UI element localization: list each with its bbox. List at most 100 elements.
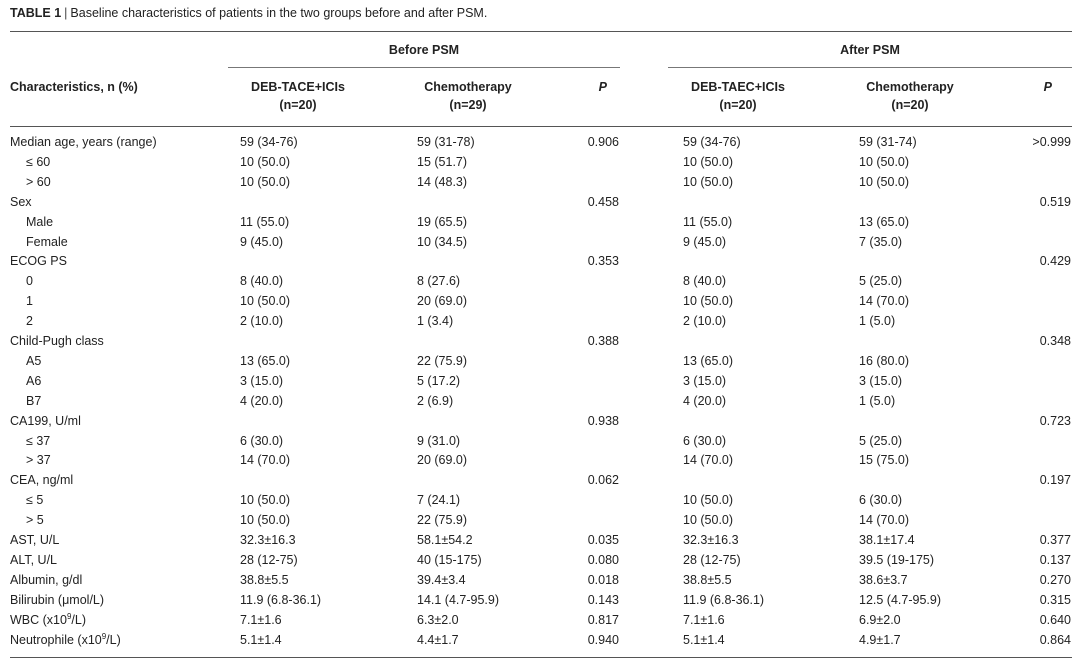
cell-after-deb-taec: 2 (10.0) <box>683 314 727 328</box>
cell-after-chemo: 6.9±2.0 <box>859 613 901 627</box>
cell-after-deb-taec: 10 (50.0) <box>683 513 734 527</box>
cell-before-chemo: 8 (27.6) <box>417 274 461 288</box>
row-label: CEA, ng/ml <box>10 473 73 488</box>
cell-before-chemo: 5 (17.2) <box>417 374 461 388</box>
cell-before-p: 0.940 <box>587 633 619 647</box>
cell-before-chemo: 2 (6.9) <box>417 394 454 408</box>
cell-before-deb-tace: 10 (50.0) <box>240 294 291 308</box>
cell-before-p: 0.035 <box>587 533 619 547</box>
cell-before-chemo: 1 (3.4) <box>417 314 454 328</box>
row-label: CA199, U/ml <box>10 414 81 429</box>
row-label: ≤ 37 <box>26 434 50 449</box>
cell-before-deb-tace: 8 (40.0) <box>240 274 284 288</box>
row-label-superscript: 9 <box>66 611 72 621</box>
row-label: B7 <box>26 394 41 409</box>
cell-after-deb-taec: 9 (45.0) <box>683 235 727 249</box>
cell-after-chemo: 1 (5.0) <box>859 314 896 328</box>
cell-after-chemo: 5 (25.0) <box>859 434 903 448</box>
cell-before-p: 0.906 <box>587 135 619 149</box>
row-label-text: 2 <box>26 314 33 328</box>
table-caption: Baseline characteristics of patients in … <box>70 6 488 20</box>
row-label: Bilirubin (μmol/L) <box>10 593 104 608</box>
cell-after-chemo: 12.5 (4.7-95.9) <box>859 593 941 607</box>
row-label-text: ALT, U/L <box>10 553 58 567</box>
row-label-text: 1 <box>26 294 33 308</box>
cell-after-p: 0.197 <box>1039 473 1071 487</box>
cell-after-p: 0.723 <box>1039 414 1071 428</box>
bottom-rule <box>10 657 1072 658</box>
row-label: AST, U/L <box>10 533 59 548</box>
cell-before-chemo: 40 (15-175) <box>417 553 482 567</box>
cell-before-deb-tace: 11 (55.0) <box>240 215 290 229</box>
group-after-psm: After PSM <box>840 43 900 57</box>
title-separator: | <box>64 6 68 20</box>
col-after-chemo: Chemotherapy (n=20) <box>842 80 978 113</box>
row-label: > 37 <box>26 453 51 468</box>
row-label: WBC (x109/L) <box>10 611 86 628</box>
cell-before-deb-tace: 2 (10.0) <box>240 314 284 328</box>
cell-after-deb-taec: 4 (20.0) <box>683 394 727 408</box>
cell-after-chemo: 6 (30.0) <box>859 493 903 507</box>
row-label-text: Sex <box>10 195 32 209</box>
cell-after-p: 0.864 <box>1039 633 1071 647</box>
after-group-rule <box>668 67 1072 68</box>
cell-after-p: 0.519 <box>1039 195 1071 209</box>
row-label-text: B7 <box>26 394 42 408</box>
row-label-text: Child-Pugh class <box>10 334 104 348</box>
table-label: TABLE 1 <box>10 6 62 20</box>
cell-after-deb-taec: 13 (65.0) <box>683 354 734 368</box>
cell-after-deb-taec: 7.1±1.6 <box>683 613 725 627</box>
header-bottom-rule <box>10 126 1072 127</box>
cell-before-p: 0.817 <box>587 613 619 627</box>
row-label-text: AST, U/L <box>10 533 60 547</box>
row-label: Male <box>26 215 53 230</box>
row-label-text: ECOG PS <box>10 254 67 268</box>
cell-before-chemo: 14.1 (4.7-95.9) <box>417 593 499 607</box>
col-before-chemo: Chemotherapy (n=29) <box>400 80 536 113</box>
cell-before-p: 0.062 <box>587 473 619 487</box>
cell-before-deb-tace: 11.9 (6.8-36.1) <box>240 593 322 607</box>
cell-before-chemo: 20 (69.0) <box>417 453 468 467</box>
cell-after-deb-taec: 6 (30.0) <box>683 434 727 448</box>
row-label: Sex <box>10 195 32 210</box>
row-label-text: WBC (x10 <box>10 613 67 627</box>
cell-before-chemo: 10 (34.5) <box>417 235 468 249</box>
cell-before-deb-tace: 32.3±16.3 <box>240 533 296 547</box>
row-label-suffix: /L) <box>71 613 86 627</box>
cell-before-chemo: 58.1±54.2 <box>417 533 473 547</box>
cell-after-deb-taec: 59 (34-76) <box>683 135 741 149</box>
cell-before-deb-tace: 10 (50.0) <box>240 493 291 507</box>
cell-before-chemo: 7 (24.1) <box>417 493 461 507</box>
table-title: TABLE 1 | Baseline characteristics of pati… <box>10 6 487 20</box>
cell-before-chemo: 14 (48.3) <box>417 175 468 189</box>
col-after-deb-taec-n: (n=20) <box>719 98 757 112</box>
col-after-deb-taec: DEB-TAEC+ICIs (n=20) <box>668 80 808 113</box>
row-label-text: Female <box>26 235 68 249</box>
row-label-text: > 37 <box>26 453 51 467</box>
row-label: ALT, U/L <box>10 553 57 568</box>
cell-before-p: 0.143 <box>587 593 619 607</box>
cell-after-chemo: 10 (50.0) <box>859 175 910 189</box>
row-label: Child-Pugh class <box>10 334 104 349</box>
col-after-chemo-name: Chemotherapy <box>866 80 954 94</box>
cell-after-p: 0.348 <box>1039 334 1071 348</box>
cell-before-chemo: 4.4±1.7 <box>417 633 459 647</box>
row-label: Median age, years (range) <box>10 135 157 150</box>
cell-before-p: 0.080 <box>587 553 619 567</box>
row-label: A6 <box>26 374 41 389</box>
cell-after-chemo: 15 (75.0) <box>859 453 910 467</box>
cell-after-deb-taec: 10 (50.0) <box>683 294 734 308</box>
col-characteristics: Characteristics, n (%) <box>10 80 138 94</box>
row-label-text: Albumin, g/dl <box>10 573 83 587</box>
cell-after-chemo: 3 (15.0) <box>859 374 903 388</box>
row-label: 1 <box>26 294 33 309</box>
cell-before-deb-tace: 13 (65.0) <box>240 354 291 368</box>
cell-after-deb-taec: 32.3±16.3 <box>683 533 739 547</box>
row-label-text: CA199, U/ml <box>10 414 81 428</box>
row-label-text: 0 <box>26 274 33 288</box>
cell-before-deb-tace: 14 (70.0) <box>240 453 291 467</box>
cell-before-p: 0.018 <box>587 573 619 587</box>
row-label: ≤ 5 <box>26 493 43 508</box>
col-before-deb-tace-name: DEB-TACE+ICIs <box>251 80 345 94</box>
